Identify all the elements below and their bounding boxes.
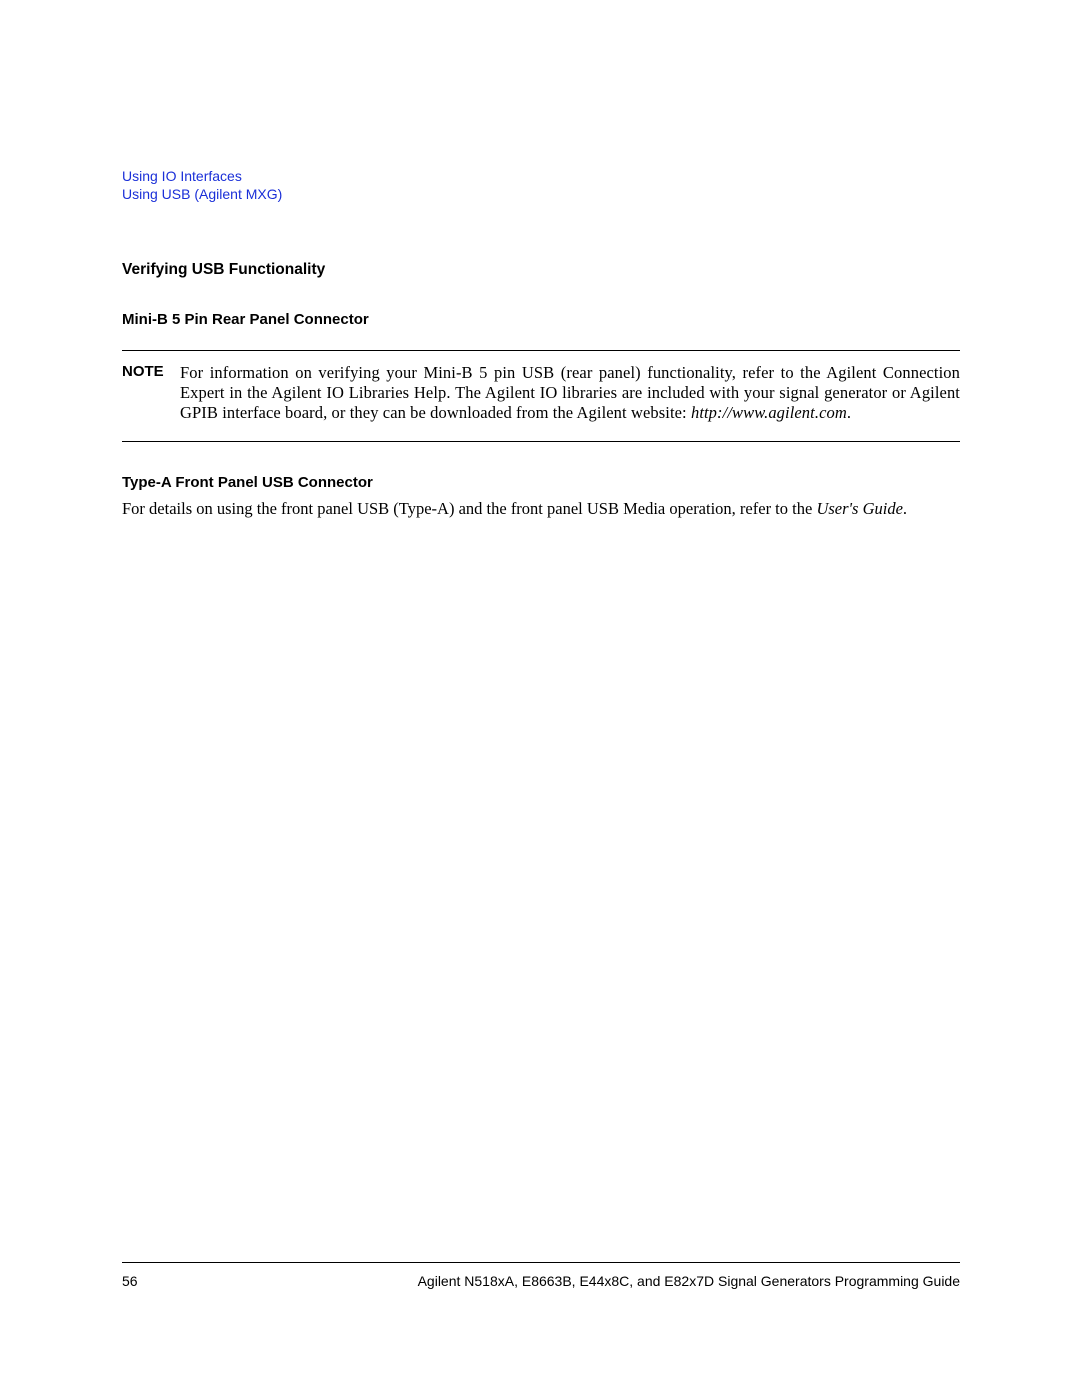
heading-mini-b-connector: Mini-B 5 Pin Rear Panel Connector [122, 311, 960, 328]
note-period: . [847, 403, 851, 422]
footer: 56 Agilent N518xA, E8663B, E44x8C, and E… [122, 1262, 960, 1289]
header-link-io-interfaces[interactable]: Using IO Interfaces [122, 168, 242, 184]
header-link-using-usb[interactable]: Using USB (Agilent MXG) [122, 186, 282, 202]
paragraph-type-a: For details on using the front panel USB… [122, 499, 960, 520]
heading-type-a-connector: Type-A Front Panel USB Connector [122, 474, 960, 491]
note-label: NOTE [122, 363, 180, 380]
heading-verifying-usb: Verifying USB Functionality [122, 261, 960, 279]
page-number: 56 [122, 1273, 138, 1289]
para-text: For details on using the front panel USB… [122, 499, 816, 518]
footer-title: Agilent N518xA, E8663B, E44x8C, and E82x… [418, 1273, 960, 1289]
header-breadcrumb: Using IO Interfaces Using USB (Agilent M… [122, 168, 960, 203]
note-url: http://www.agilent.com [691, 403, 847, 422]
para-period: . [903, 499, 907, 518]
note-block: NOTE For information on verifying your M… [122, 350, 960, 442]
para-italic: User's Guide [816, 499, 902, 518]
note-body: For information on verifying your Mini-B… [180, 363, 960, 423]
